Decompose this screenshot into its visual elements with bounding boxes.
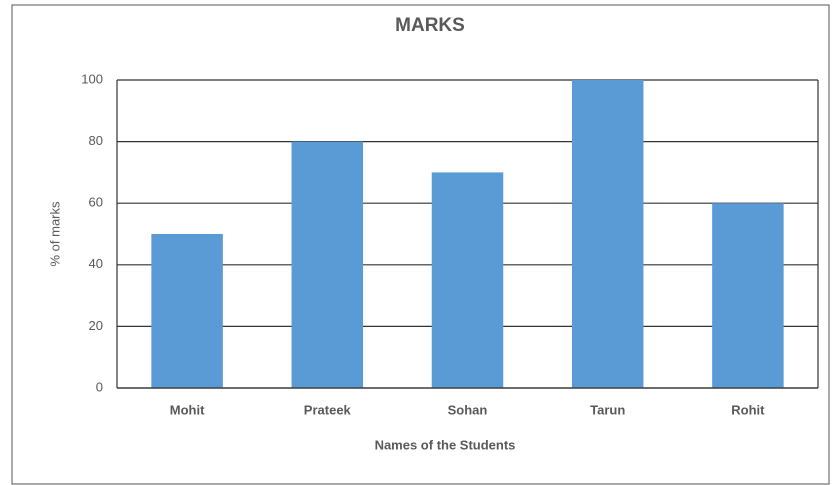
x-tick-label: Tarun — [590, 402, 625, 417]
bar — [712, 203, 784, 388]
x-tick-label: Sohan — [448, 402, 488, 417]
y-tick-label: 100 — [81, 71, 103, 86]
y-tick-label: 80 — [89, 133, 103, 148]
y-tick-label: 0 — [96, 379, 103, 394]
x-tick-label: Prateek — [304, 402, 352, 417]
chart-frame — [11, 4, 830, 485]
x-tick-label: Mohit — [170, 402, 205, 417]
y-tick-label: 40 — [89, 256, 103, 271]
bar — [151, 234, 223, 388]
bar — [291, 141, 364, 388]
bar — [571, 80, 644, 388]
y-tick-label: 20 — [89, 318, 103, 333]
x-axis-title: Names of the Students — [375, 437, 516, 452]
y-tick-label: 60 — [89, 195, 103, 210]
y-axis-title: % of marks — [47, 201, 62, 267]
chart-title: MARKS — [395, 15, 465, 36]
x-tick-label: Rohit — [731, 402, 765, 417]
bar — [431, 172, 504, 388]
